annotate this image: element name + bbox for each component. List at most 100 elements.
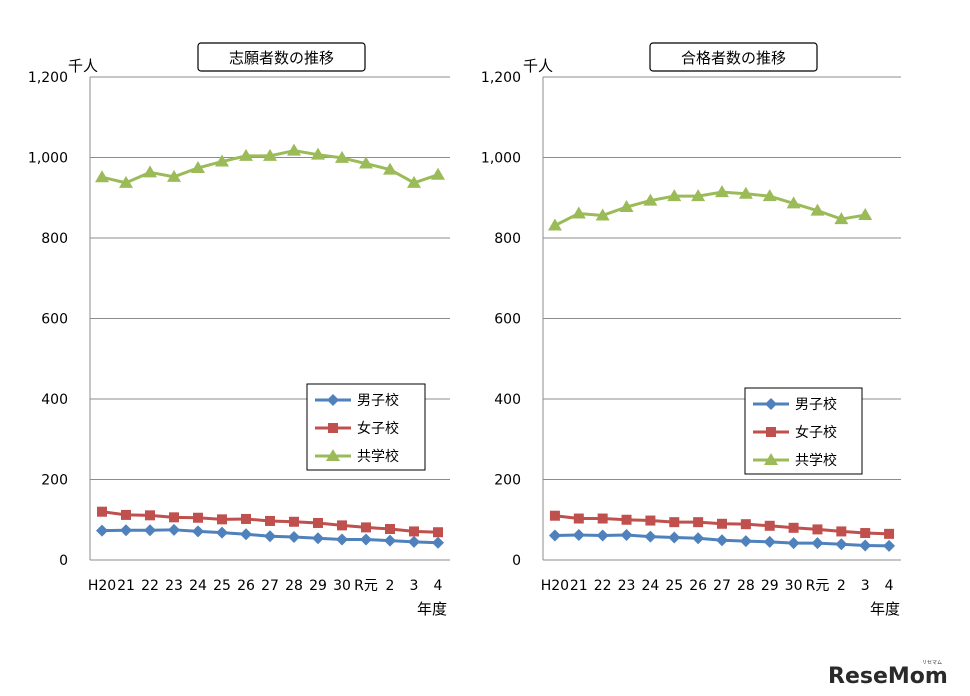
data-point-triangle [359, 156, 373, 169]
data-point-diamond [859, 539, 872, 552]
data-point-square [433, 527, 443, 538]
data-point-triangle [407, 175, 421, 188]
chart-title-box [197, 42, 366, 72]
x-tick-label: 29 [309, 578, 327, 594]
data-point-triangle [715, 185, 729, 198]
data-point-triangle [786, 196, 801, 209]
data-point-triangle [119, 175, 133, 188]
x-tick-label: 4 [885, 578, 894, 594]
data-point-diamond [692, 532, 705, 545]
x-tick-label: 28 [285, 578, 303, 594]
x-tick-label: R元 [806, 578, 830, 594]
data-point-triangle [143, 165, 157, 178]
data-point-diamond [668, 531, 681, 544]
data-point-square [860, 528, 871, 539]
data-point-square [740, 519, 751, 530]
legend-marker-square [328, 423, 338, 433]
data-point-triangle [667, 189, 682, 202]
x-tick-label: 3 [861, 578, 870, 594]
data-point-triangle [167, 169, 181, 182]
data-point-triangle [311, 147, 325, 160]
legend-label: 男子校 [357, 392, 399, 409]
legend-label: 女子校 [357, 420, 399, 437]
x-tick-label: 26 [237, 578, 255, 594]
x-tick-label: 3 [410, 578, 419, 594]
data-point-square [597, 513, 608, 524]
y-tick-label: 200 [494, 473, 521, 489]
data-point-square [717, 518, 727, 529]
data-point-diamond [120, 524, 132, 537]
data-point-diamond [240, 528, 252, 541]
watermark-sub: リセマム [922, 660, 942, 666]
data-point-triangle [738, 186, 753, 199]
x-tick-label: 4 [434, 578, 443, 594]
data-point-triangle [383, 162, 397, 175]
data-point-square [337, 520, 347, 531]
data-point-square [169, 512, 179, 523]
data-point-triangle [643, 193, 658, 206]
data-point-square [145, 510, 155, 521]
data-point-square [693, 517, 704, 528]
y-tick-label: 1,000 [481, 151, 521, 167]
x-tick-label: R元 [354, 578, 378, 594]
x-tick-label: 27 [713, 578, 731, 594]
series-line-triangle [554, 190, 866, 227]
y-tick-label: 400 [494, 392, 521, 408]
y-axis-unit: 千人 [523, 57, 553, 75]
x-tick-label: 21 [570, 578, 588, 594]
x-tick-label: 23 [618, 578, 636, 594]
data-point-square [788, 522, 799, 533]
data-point-triangle [762, 189, 777, 202]
data-point-triangle [571, 206, 586, 219]
data-point-diamond [144, 524, 156, 537]
data-point-diamond [572, 529, 585, 542]
data-point-diamond [811, 537, 824, 550]
x-tick-label: 30 [785, 578, 803, 594]
x-tick-label: 2 [837, 578, 846, 594]
data-point-triangle [431, 167, 445, 180]
data-point-square [836, 526, 847, 537]
y-tick-label: 400 [41, 392, 68, 408]
x-tick-label: 2 [386, 578, 395, 594]
legend-marker-triangle [764, 453, 778, 465]
data-point-square [409, 526, 419, 537]
data-point-diamond [763, 535, 776, 548]
data-point-diamond [408, 535, 420, 548]
x-tick-label: 25 [665, 578, 683, 594]
data-point-diamond [835, 538, 848, 551]
data-point-square [313, 517, 323, 528]
watermark-brand: ReseMom [828, 664, 948, 689]
y-tick-label: 600 [41, 312, 68, 328]
y-tick-label: 1,200 [28, 70, 68, 86]
data-point-square [289, 516, 299, 527]
y-tick-label: 800 [41, 231, 68, 247]
legend-marker-diamond [765, 398, 777, 410]
chart-title-box [649, 42, 818, 72]
data-point-triangle [691, 189, 706, 202]
x-tick-label: 26 [689, 578, 707, 594]
data-point-square [573, 513, 584, 524]
data-point-triangle [595, 208, 610, 221]
data-point-diamond [192, 525, 204, 538]
data-point-triangle [215, 154, 229, 167]
y-tick-label: 1,200 [481, 70, 521, 86]
x-tick-label: 22 [594, 578, 612, 594]
data-point-square [812, 524, 823, 535]
chart-title: 合格者数の推移 [681, 49, 786, 67]
data-point-square [97, 506, 107, 517]
x-axis-label: 年度 [417, 600, 447, 618]
y-tick-label: 800 [494, 231, 521, 247]
data-point-square [265, 515, 275, 526]
data-point-diamond [336, 533, 348, 546]
y-tick-label: 1,000 [28, 151, 68, 167]
data-point-triangle [619, 200, 634, 213]
data-point-triangle [287, 143, 301, 156]
data-point-square [193, 512, 203, 523]
y-tick-label: 600 [494, 312, 521, 328]
data-point-diamond [96, 524, 108, 537]
x-tick-label: 29 [761, 578, 779, 594]
x-tick-label: 30 [333, 578, 351, 594]
